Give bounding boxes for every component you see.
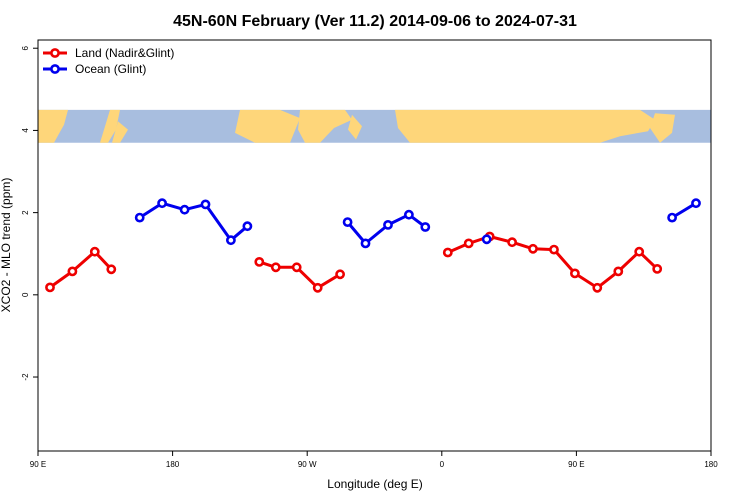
chart-title: 45N-60N February (Ver 11.2) 2014-09-06 t… <box>173 13 577 30</box>
data-point <box>202 201 209 208</box>
data-point <box>293 264 300 271</box>
data-point <box>444 249 451 256</box>
data-point <box>244 223 251 230</box>
data-point <box>344 219 351 226</box>
data-point <box>615 268 622 275</box>
data-point <box>636 248 643 255</box>
y-tick-label: 4 <box>21 128 30 133</box>
series-ocean <box>136 200 700 247</box>
x-tick-label: 0 <box>440 460 445 469</box>
data-point <box>256 258 263 265</box>
legend: Land (Nadir&Glint) Ocean (Glint) <box>43 46 174 76</box>
data-point <box>69 268 76 275</box>
data-point <box>465 240 472 247</box>
series-line <box>140 203 248 240</box>
data-point <box>384 221 391 228</box>
series-line <box>50 252 111 288</box>
data-point <box>594 284 601 291</box>
data-point <box>272 264 279 271</box>
x-axis-label: Longitude (deg E) <box>327 477 422 491</box>
data-point <box>508 239 515 246</box>
data-point <box>136 214 143 221</box>
data-point <box>181 206 188 213</box>
data-point <box>314 284 321 291</box>
legend-marker <box>51 65 58 72</box>
x-tick-label: 90 E <box>30 460 46 469</box>
y-tick-label: 0 <box>21 292 30 297</box>
series-land <box>46 233 660 292</box>
y-tick-label: 6 <box>21 45 30 50</box>
data-point <box>669 214 676 221</box>
x-axis: 90 E 180 90 W 0 90 E 180 <box>30 451 718 469</box>
map-strip <box>38 110 711 143</box>
plot-frame <box>38 40 711 451</box>
data-point <box>571 270 578 277</box>
data-point <box>550 246 557 253</box>
y-tick-label: -2 <box>21 373 30 381</box>
data-point <box>529 245 536 252</box>
y-axis-label: XCO2 - MLO trend (ppm) <box>0 178 13 313</box>
series-line <box>448 237 657 288</box>
legend-label: Land (Nadir&Glint) <box>75 46 174 60</box>
data-point <box>108 266 115 273</box>
data-point <box>362 240 369 247</box>
data-point <box>227 237 234 244</box>
series-layer <box>46 200 699 292</box>
data-point <box>422 223 429 230</box>
x-tick-label: 180 <box>704 460 718 469</box>
legend-label: Ocean (Glint) <box>75 62 146 76</box>
data-point <box>337 271 344 278</box>
data-point <box>159 200 166 207</box>
data-point <box>91 248 98 255</box>
data-point <box>46 284 53 291</box>
x-tick-label: 180 <box>166 460 180 469</box>
data-point <box>483 236 490 243</box>
y-tick-label: 2 <box>21 210 30 215</box>
legend-marker <box>51 49 58 56</box>
x-tick-label: 90 W <box>298 460 317 469</box>
y-axis: -2 0 2 4 6 <box>21 45 38 380</box>
data-point <box>654 265 661 272</box>
data-point <box>405 211 412 218</box>
data-point <box>692 200 699 207</box>
x-tick-label: 90 E <box>568 460 584 469</box>
